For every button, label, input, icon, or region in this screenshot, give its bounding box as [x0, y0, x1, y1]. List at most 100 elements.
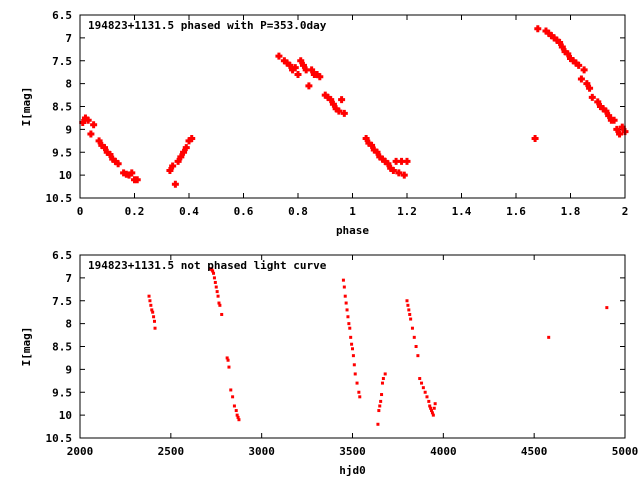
data-point: [81, 114, 89, 122]
chart-title: 194823+1131.5 phased with P=353.0day: [88, 19, 327, 32]
data-point: [431, 413, 435, 417]
data-point: [128, 169, 136, 177]
data-point: [185, 137, 193, 145]
y-tick-label: 8.5: [52, 101, 72, 114]
data-point: [586, 84, 594, 92]
data-point: [616, 130, 624, 138]
data-point: [329, 100, 337, 108]
data-point: [234, 409, 238, 413]
data-point: [370, 146, 378, 154]
data-point: [547, 335, 551, 339]
x-tick-label: 0.6: [234, 205, 254, 218]
x-tick-label: 2500: [158, 445, 185, 458]
data-point: [340, 109, 348, 117]
data-point: [133, 176, 141, 184]
data-point: [564, 50, 572, 58]
data-point: [355, 381, 359, 385]
data-point: [332, 105, 340, 113]
data-point: [414, 345, 418, 348]
data-point: [150, 308, 154, 312]
data-point: [216, 294, 220, 298]
data-point: [427, 399, 431, 403]
data-point: [302, 66, 310, 74]
data-point: [280, 57, 288, 65]
data-point: [376, 422, 380, 426]
data-point: [531, 135, 539, 143]
data-point: [327, 96, 335, 104]
data-point: [377, 409, 381, 413]
data-point: [425, 395, 429, 399]
data-point: [236, 415, 240, 419]
data-point: [286, 61, 294, 69]
y-tick-label: 10.5: [46, 192, 73, 205]
data-point: [125, 171, 133, 179]
data-point: [558, 43, 566, 51]
data-point: [383, 372, 387, 376]
x-tick-label: 4000: [430, 445, 457, 458]
data-point: [218, 303, 222, 307]
data-point: [418, 377, 422, 381]
data-point: [547, 32, 555, 40]
data-point: [174, 157, 182, 165]
data-point: [347, 322, 351, 326]
data-point: [153, 326, 157, 330]
data-point: [610, 116, 618, 124]
data-point: [556, 38, 564, 46]
data-point: [376, 153, 384, 161]
data-point: [232, 404, 236, 408]
data-point: [335, 107, 343, 115]
x-tick-label: 0: [77, 205, 84, 218]
y-tick-label: 10: [59, 409, 72, 422]
y-tick-label: 10.5: [46, 432, 73, 445]
y-tick-label: 6.5: [52, 249, 72, 262]
data-point: [220, 312, 224, 316]
data-point: [148, 299, 152, 303]
data-point: [575, 61, 583, 69]
data-point: [231, 395, 235, 399]
data-point: [605, 306, 609, 310]
data-series: [147, 267, 609, 426]
data-point: [101, 144, 109, 152]
data-point: [283, 59, 291, 67]
data-point: [151, 310, 155, 314]
data-point: [553, 36, 561, 44]
data-point: [294, 70, 302, 78]
data-point: [353, 372, 357, 376]
data-point: [217, 301, 221, 305]
y-tick-label: 9: [65, 123, 72, 136]
data-point: [588, 93, 596, 101]
data-point: [212, 271, 216, 275]
x-axis-label: hjd0: [339, 464, 366, 477]
y-tick-label: 6.5: [52, 9, 72, 22]
data-point: [103, 148, 111, 156]
data-point: [229, 388, 233, 392]
data-point: [358, 395, 362, 399]
chart-title: 194823+1131.5 not phased light curve: [88, 259, 327, 272]
y-tick-label: 8: [65, 318, 72, 331]
y-tick-label: 7.5: [52, 55, 72, 68]
x-tick-label: 1.2: [397, 205, 417, 218]
data-point: [380, 393, 384, 397]
x-tick-label: 0.8: [288, 205, 308, 218]
y-tick-label: 9: [65, 363, 72, 376]
data-point: [341, 278, 345, 282]
data-point: [379, 399, 383, 403]
data-point: [569, 57, 577, 65]
data-point: [365, 139, 373, 147]
data-series: [79, 25, 629, 188]
data-point: [545, 29, 553, 37]
data-point: [87, 130, 95, 138]
data-point: [212, 276, 216, 280]
data-point: [226, 358, 230, 362]
x-tick-label: 2000: [67, 445, 94, 458]
x-tick-label: 1.4: [452, 205, 472, 218]
data-point: [408, 312, 412, 316]
data-point: [321, 91, 329, 99]
x-tick-label: 0.4: [179, 205, 199, 218]
data-point: [225, 356, 229, 360]
data-point: [421, 386, 425, 390]
data-point: [410, 326, 414, 330]
data-point: [368, 141, 376, 149]
data-point: [392, 157, 400, 165]
